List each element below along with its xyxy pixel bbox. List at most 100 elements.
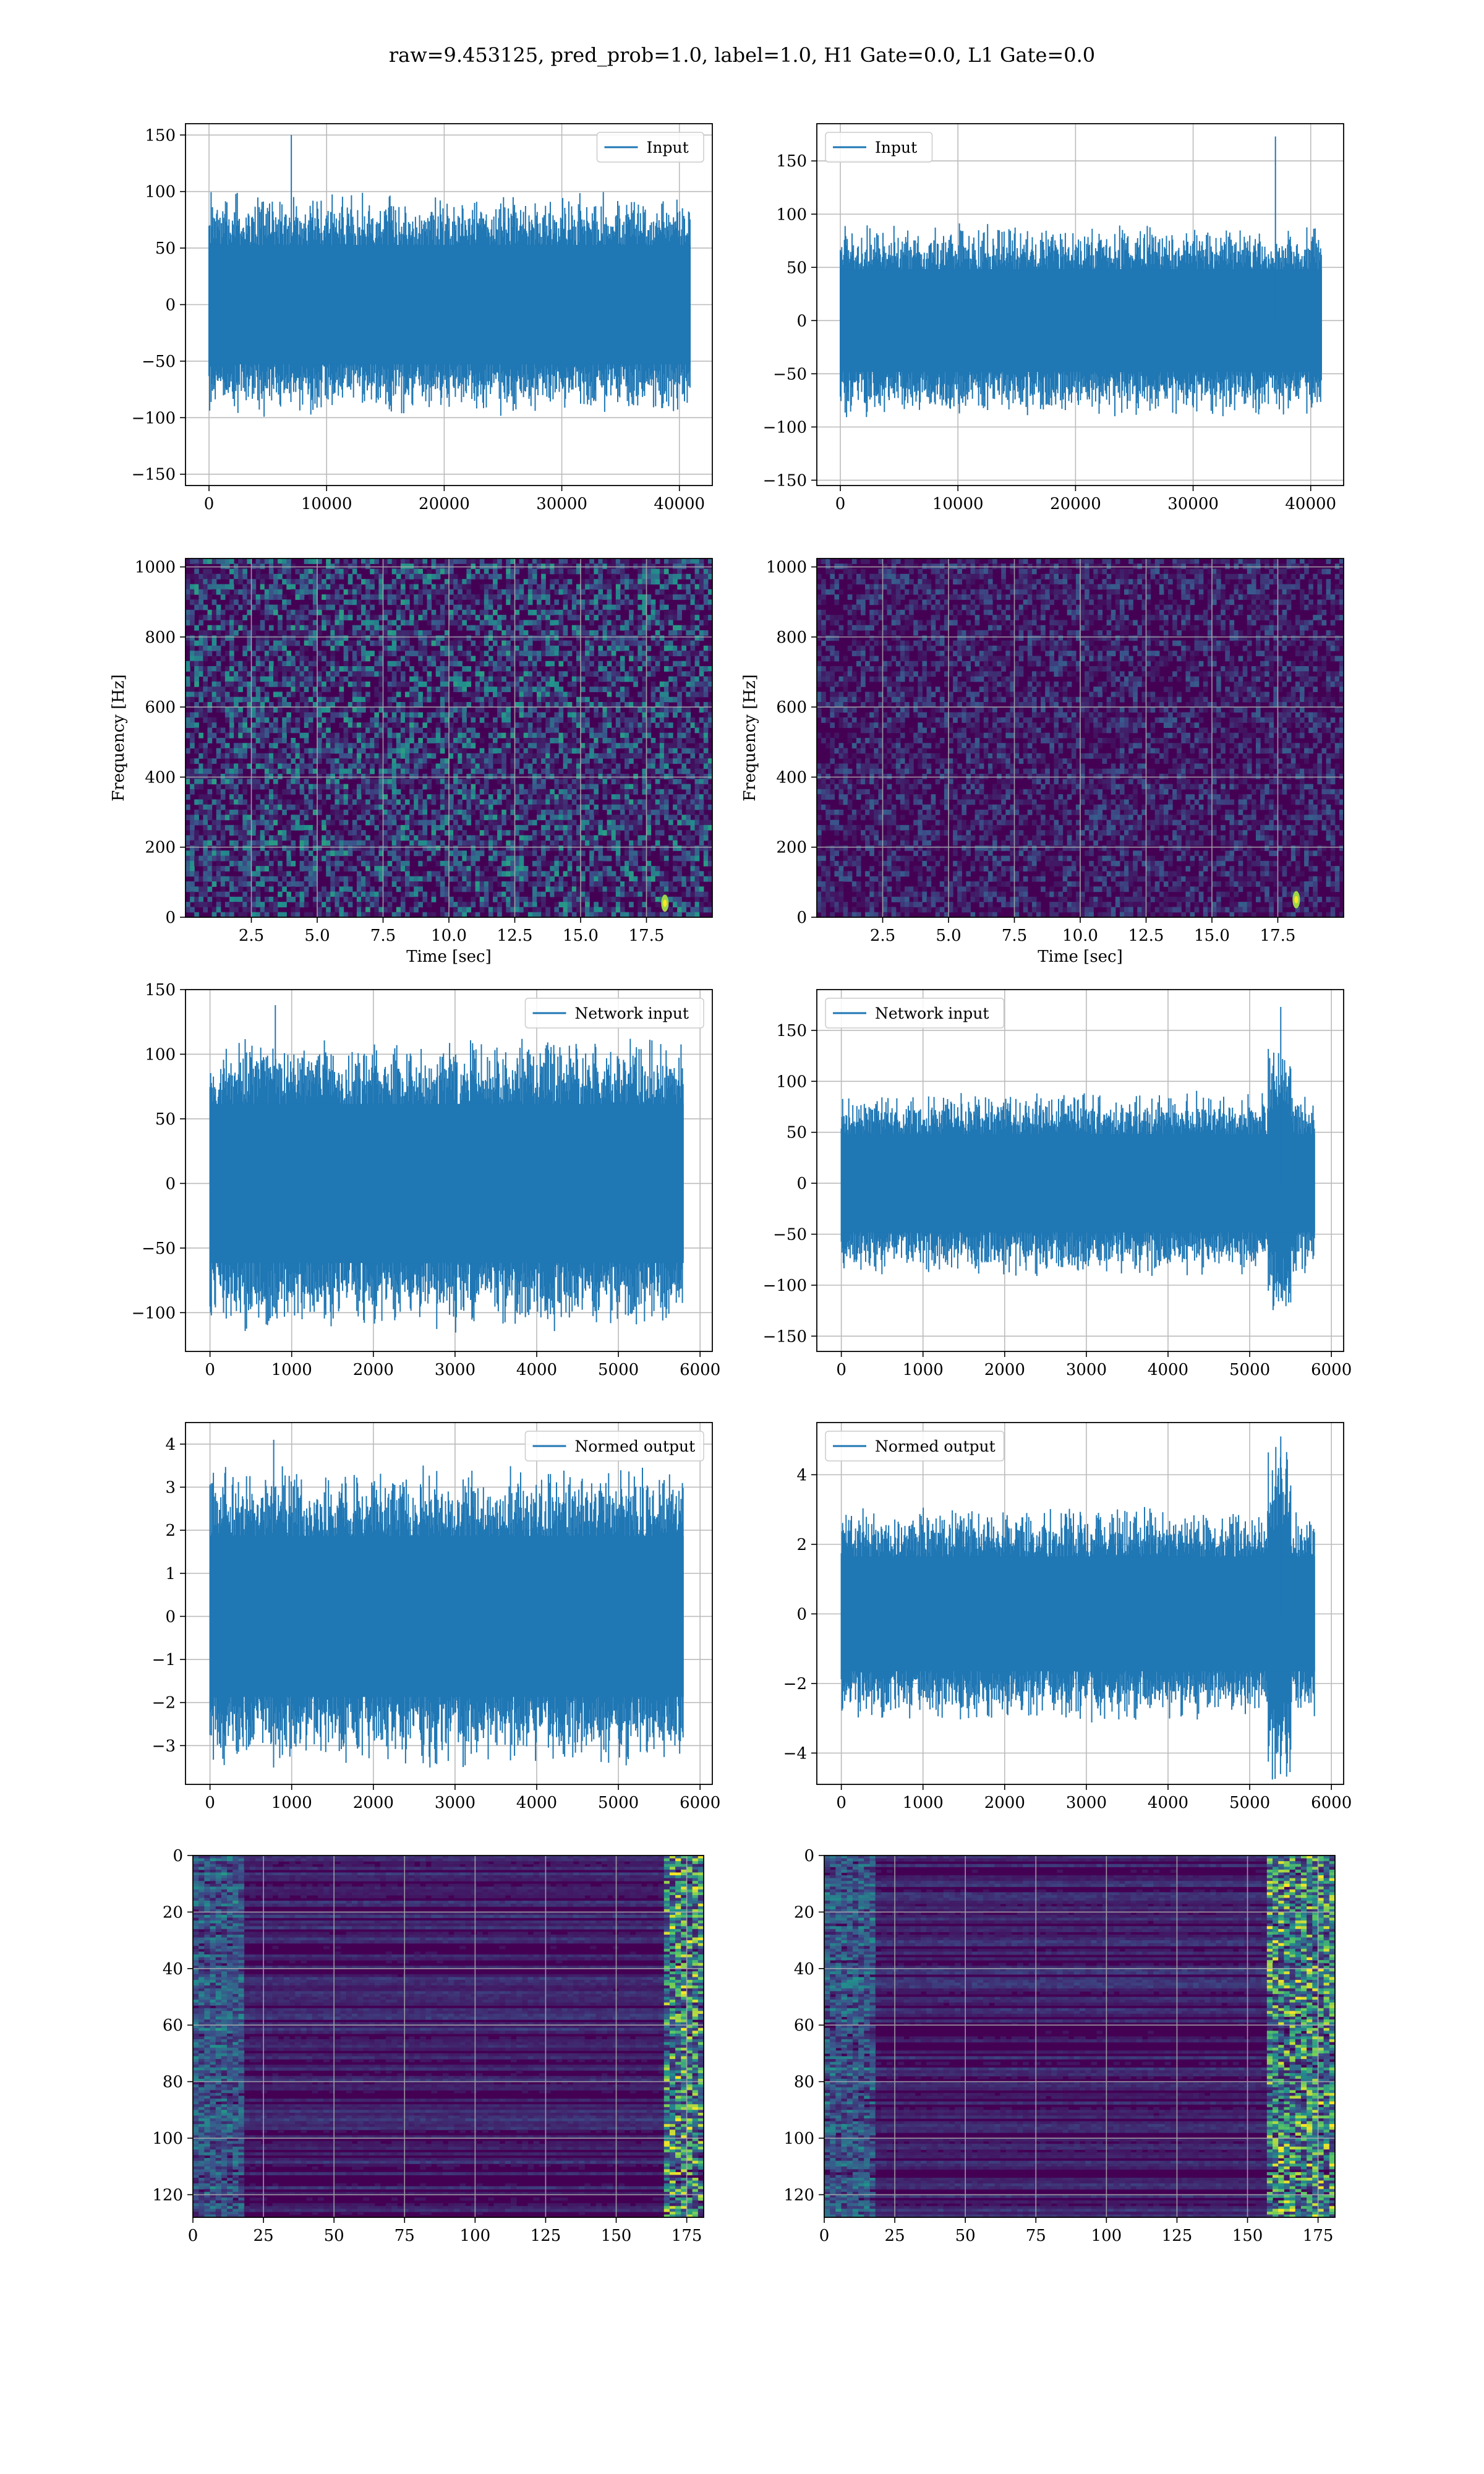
- x-tick-label: 2000: [353, 1794, 394, 1812]
- legend-label: Network input: [575, 1004, 689, 1022]
- x-tick-label: 5.0: [304, 927, 330, 945]
- y-tick-label: 120: [783, 2186, 814, 2204]
- ticks: 0 1000 2000 3000 4000 5000 6000 −150 −100 −50 0 50 1…: [763, 1022, 1352, 1379]
- x-tick-label: 0: [188, 2227, 198, 2245]
- x-tick-label: 4000: [516, 1794, 557, 1812]
- y-tick-label: −150: [132, 466, 176, 484]
- x-tick-label: 4000: [1148, 1361, 1188, 1379]
- ticks: 0 1000 2000 3000 4000 5000 6000 −4 −2 0 2 4: [783, 1466, 1352, 1812]
- y-tick-label: 100: [776, 205, 807, 224]
- x-tick-label: 0: [836, 1794, 846, 1812]
- y-tick-label: 0: [804, 1847, 814, 1865]
- axes-frame: [816, 1422, 1344, 1785]
- ticks: 0 1000 2000 3000 4000 5000 6000 −100 −50 0 50 100 15…: [132, 981, 721, 1379]
- x-tick-label: 25: [254, 2227, 274, 2245]
- y-tick-label: 2: [165, 1522, 176, 1540]
- axes-frame: [185, 1422, 713, 1785]
- legend: Network input: [825, 998, 1005, 1029]
- y-tick-label: 60: [794, 2016, 814, 2035]
- gridlines: [824, 1855, 1335, 2217]
- x-tick-label: 0: [835, 495, 846, 513]
- series-band: [210, 1103, 684, 1264]
- ticks: 0 25 50 75 100 125 150 175 0 20 40 60 80 100 120: [152, 1847, 702, 2245]
- series-band: [840, 269, 1323, 372]
- y-tick-label: 80: [163, 2073, 183, 2092]
- x-tick-label: 5000: [598, 1794, 639, 1812]
- y-tick-label: 150: [145, 126, 176, 145]
- x-tick-label: 6000: [1311, 1361, 1352, 1379]
- x-tick-label: 4000: [516, 1361, 557, 1379]
- x-tick-label: 25: [885, 2227, 905, 2245]
- y-tick-label: −150: [763, 1327, 807, 1346]
- y-tick-label: −2: [152, 1694, 176, 1713]
- x-tick-label: 10000: [932, 495, 984, 513]
- y-tick-label: 60: [163, 2016, 183, 2035]
- x-tick-label: 1000: [271, 1794, 312, 1812]
- y-tick-label: 0: [173, 1847, 183, 1865]
- panel-r5-right: 0 25 50 75 100 125 150 175 0 20 40 60 80 100 120: [783, 1847, 1336, 2245]
- y-tick-label: 40: [794, 1960, 814, 1979]
- y-tick-label: 150: [776, 152, 807, 171]
- axes-frame: [824, 1855, 1336, 2218]
- x-tick-label: 6000: [680, 1794, 720, 1812]
- y-tick-label: 0: [796, 312, 807, 330]
- y-tick-label: 200: [776, 839, 807, 857]
- x-tick-label: 40000: [654, 495, 705, 513]
- legend-label: Normed output: [575, 1437, 696, 1455]
- heatmap-cells: [824, 1856, 1335, 2217]
- legend-label: Input: [647, 139, 689, 156]
- ticks: 0 1000 2000 3000 4000 5000 6000 −3 −2 −1 0 1 2 3 4: [152, 1436, 721, 1812]
- y-tick-label: 20: [163, 1903, 183, 1922]
- y-tick-label: 150: [145, 981, 176, 999]
- x-tick-label: 175: [1303, 2227, 1334, 2245]
- y-tick-label: 2: [796, 1536, 807, 1554]
- x-tick-label: 1000: [903, 1794, 944, 1812]
- y-tick-label: 4: [796, 1466, 807, 1484]
- gridlines: [186, 559, 712, 918]
- x-tick-label: 3000: [435, 1794, 475, 1812]
- x-tick-label: 0: [205, 1794, 215, 1812]
- y-tick-label: −100: [132, 1304, 176, 1322]
- x-tick-label: 15.0: [1194, 927, 1230, 945]
- y-tick-label: 40: [163, 1960, 183, 1979]
- y-tick-label: 50: [155, 1110, 176, 1129]
- x-tick-label: 3000: [435, 1361, 475, 1379]
- panel-r2-right: 2.5 5.0 7.5 10.0 12.5 15.0 17.5 0 200 400 600 800 10…: [741, 558, 1344, 966]
- x-tick-label: 10.0: [431, 927, 467, 945]
- y-tick-label: −3: [152, 1737, 176, 1755]
- x-tick-label: 150: [1232, 2227, 1263, 2245]
- y-tick-label: 0: [165, 909, 176, 927]
- x-tick-label: 1000: [271, 1361, 312, 1379]
- y-tick-label: 100: [776, 1072, 807, 1091]
- legend-label: Input: [875, 139, 917, 156]
- x-tick-label: 30000: [1167, 495, 1219, 513]
- series-band: [841, 1134, 1315, 1233]
- x-tick-label: 17.5: [629, 927, 665, 945]
- y-axis-label: Frequency [Hz]: [741, 674, 759, 802]
- y-tick-label: −50: [142, 353, 176, 371]
- legend-label: Network input: [875, 1004, 989, 1022]
- panel-r1-right: Input 0 10000 20000 30000 40000 −150 −100 −50 0 50…: [763, 123, 1344, 513]
- y-tick-label: −100: [763, 418, 807, 437]
- y-tick-label: 800: [776, 628, 807, 647]
- y-tick-label: 1: [165, 1565, 176, 1583]
- x-tick-label: 50: [324, 2227, 344, 2245]
- axes-frame: [185, 989, 713, 1352]
- y-tick-label: 400: [776, 768, 807, 787]
- x-tick-label: 30000: [536, 495, 587, 513]
- x-tick-label: 4000: [1148, 1794, 1188, 1812]
- y-tick-label: 4: [165, 1436, 176, 1454]
- x-tick-label: 2.5: [870, 927, 895, 945]
- x-tick-label: 175: [672, 2227, 702, 2245]
- y-tick-label: −100: [763, 1277, 807, 1295]
- panel-r4-left: Normed output 0 1000 2000 3000 4000 5000 6000 −3…: [152, 1422, 721, 1812]
- y-tick-label: 150: [776, 1022, 807, 1040]
- x-axis-label: Time [sec]: [1038, 948, 1123, 966]
- y-tick-label: −100: [132, 409, 176, 427]
- x-tick-label: 6000: [1311, 1794, 1352, 1812]
- y-tick-label: 100: [145, 183, 176, 202]
- heatmap-cells: [193, 1856, 704, 2217]
- legend: Network input: [524, 998, 704, 1029]
- series-band: [210, 1536, 684, 1697]
- legend: Input: [825, 132, 933, 163]
